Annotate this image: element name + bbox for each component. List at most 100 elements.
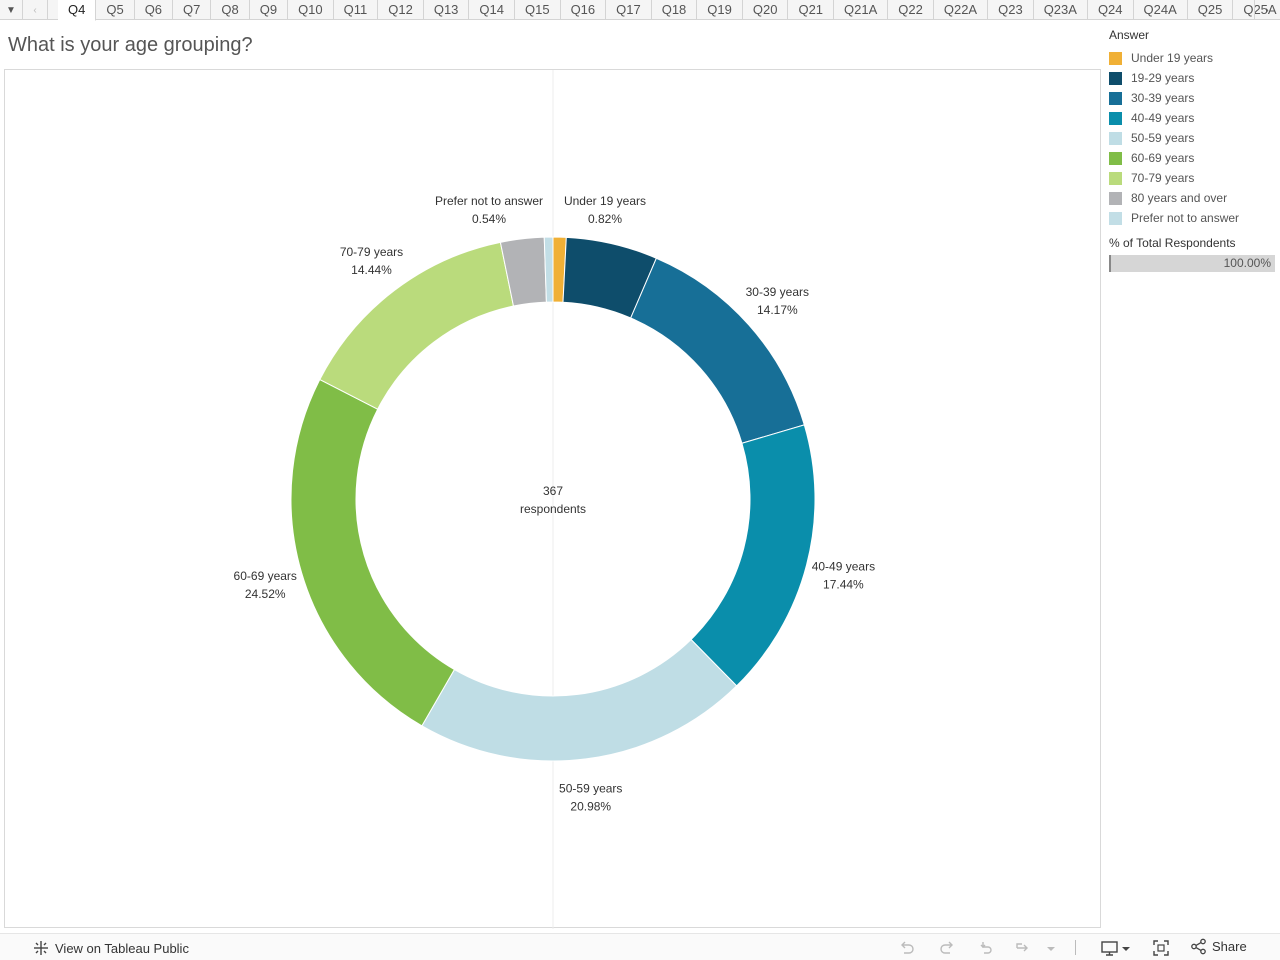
tab-q24[interactable]: Q24 [1088, 0, 1134, 20]
legend-item[interactable]: 80 years and over [1109, 188, 1277, 208]
metric-title: % of Total Respondents [1109, 236, 1236, 250]
revert-icon[interactable] [978, 939, 996, 957]
tab-q4[interactable]: Q4 [58, 0, 97, 21]
tab-q25[interactable]: Q25 [1188, 0, 1234, 20]
refresh-icon[interactable] [1014, 939, 1032, 957]
slice-label: 50-59 years 20.98% [559, 782, 622, 814]
legend-swatch [1109, 131, 1122, 145]
toolbar-separator [1075, 940, 1076, 955]
redo-icon[interactable] [938, 939, 956, 957]
slice-label: Prefer not to answer 0.54% [435, 194, 543, 226]
donut-slice[interactable] [421, 638, 738, 762]
tab-q16[interactable]: Q16 [561, 0, 607, 20]
tab-q25a[interactable]: Q25A [1233, 0, 1280, 20]
slice-label: Under 19 years 0.82% [564, 194, 646, 226]
tab-q24a[interactable]: Q24A [1134, 0, 1188, 20]
slice-label-category: Under 19 years [564, 194, 646, 208]
slice-label-value: 17.44% [823, 577, 864, 591]
tab-q20[interactable]: Q20 [743, 0, 789, 20]
tab-q14[interactable]: Q14 [469, 0, 515, 20]
metric-bar: 100.00% [1109, 255, 1275, 272]
legend-swatch [1109, 111, 1122, 125]
share-button[interactable]: Share [1190, 938, 1247, 955]
slice-label: 40-49 years 17.44% [812, 559, 875, 591]
tab-q7[interactable]: Q7 [173, 0, 212, 20]
tab-q13[interactable]: Q13 [424, 0, 470, 20]
legend-label: 30-39 years [1131, 91, 1195, 105]
legend-item[interactable]: Under 19 years [1109, 48, 1277, 68]
legend-item[interactable]: 60-69 years [1109, 148, 1277, 168]
tab-list-dropdown-icon[interactable]: ▼ [0, 0, 23, 20]
legend-label: 60-69 years [1131, 151, 1195, 165]
donut-chart: Under 19 years 0.82% 30-39 years 14.17% 40-4… [234, 70, 875, 929]
tab-scroll-left-icon[interactable]: ‹ [23, 0, 48, 20]
slice-label: 70-79 years 14.44% [340, 245, 403, 277]
legend-swatch [1109, 51, 1122, 65]
metric-value: 100.00% [1223, 256, 1271, 270]
tab-q5[interactable]: Q5 [96, 0, 135, 20]
tab-q22a[interactable]: Q22A [934, 0, 989, 20]
legend-label: Under 19 years [1131, 51, 1214, 65]
slice-label-value: 0.54% [472, 212, 506, 226]
legend-swatch [1109, 151, 1122, 165]
legend-item[interactable]: 30-39 years [1109, 88, 1277, 108]
slice-label: 30-39 years 14.17% [746, 285, 809, 317]
tab-q9[interactable]: Q9 [250, 0, 289, 20]
tab-q23[interactable]: Q23 [988, 0, 1034, 20]
download-icon[interactable] [1100, 939, 1132, 957]
tab-q19[interactable]: Q19 [697, 0, 743, 20]
legend-item[interactable]: 40-49 years [1109, 108, 1277, 128]
legend-label: 80 years and over [1131, 191, 1228, 205]
pause-dropdown-icon[interactable] [1042, 939, 1060, 957]
slice-label-value: 14.17% [757, 303, 798, 317]
tab-q12[interactable]: Q12 [378, 0, 424, 20]
legend-item[interactable]: 19-29 years [1109, 68, 1277, 88]
fullscreen-icon[interactable] [1152, 939, 1170, 957]
slice-label-category: Prefer not to answer [435, 194, 543, 208]
slice-label-category: 70-79 years [340, 245, 403, 259]
tab-q11[interactable]: Q11 [334, 0, 379, 20]
tab-q8[interactable]: Q8 [211, 0, 250, 20]
tab-q18[interactable]: Q18 [652, 0, 698, 20]
legend-swatch [1109, 91, 1122, 105]
tab-q23a[interactable]: Q23A [1034, 0, 1088, 20]
view-on-tableau-link[interactable]: View on Tableau Public [32, 939, 189, 957]
tab-q22[interactable]: Q22 [888, 0, 934, 20]
tab-scroll-right-icon[interactable]: › [1254, 0, 1279, 20]
undo-icon[interactable] [898, 939, 916, 957]
share-icon [1191, 938, 1206, 955]
legend-item[interactable]: 70-79 years [1109, 168, 1277, 188]
slice-label-value: 0.82% [588, 212, 622, 226]
slice-label-category: 30-39 years [746, 285, 809, 299]
chart-title: What is your age grouping? [8, 34, 253, 56]
tab-q6[interactable]: Q6 [135, 0, 174, 20]
legend-item[interactable]: 50-59 years [1109, 128, 1277, 148]
tab-q10[interactable]: Q10 [288, 0, 334, 20]
slice-label-category: 50-59 years [559, 782, 622, 796]
slice-label-value: 14.44% [351, 263, 392, 277]
share-label: Share [1212, 939, 1247, 954]
legend-label: 19-29 years [1131, 71, 1195, 85]
donut-slice[interactable] [319, 241, 515, 410]
legend-swatch [1109, 171, 1122, 185]
tab-q21a[interactable]: Q21A [834, 0, 889, 20]
slice-label-value: 24.52% [245, 587, 286, 601]
tab-q21[interactable]: Q21 [788, 0, 835, 20]
legend-swatch [1109, 71, 1122, 85]
legend-title: Answer [1109, 28, 1150, 42]
legend-label: 40-49 years [1131, 111, 1195, 125]
tab-q17[interactable]: Q17 [606, 0, 652, 20]
center-label: respondents [520, 502, 586, 516]
chart-area: Under 19 years 0.82% 30-39 years 14.17% 40-4… [4, 69, 1101, 929]
legend-item[interactable]: Prefer not to answer [1109, 208, 1277, 228]
donut-slice[interactable] [690, 424, 816, 687]
donut-slice[interactable] [543, 236, 554, 303]
legend: Answer Under 19 years 19-29 years 30-39 ye… [1109, 28, 1277, 272]
legend-swatch [1109, 191, 1122, 205]
sheet-tab-bar: ▼ ‹ Q4 Q5 Q6 Q7 Q8 Q9 Q10 Q11 Q12 Q13 Q14 Q15 Q16 Q17… [0, 0, 1280, 21]
slice-label: 60-69 years 24.52% [234, 569, 297, 601]
tab-q15[interactable]: Q15 [515, 0, 561, 20]
donut-slice[interactable] [290, 378, 456, 727]
legend-label: 50-59 years [1131, 131, 1195, 145]
metric-bar-fill [1111, 255, 1275, 272]
